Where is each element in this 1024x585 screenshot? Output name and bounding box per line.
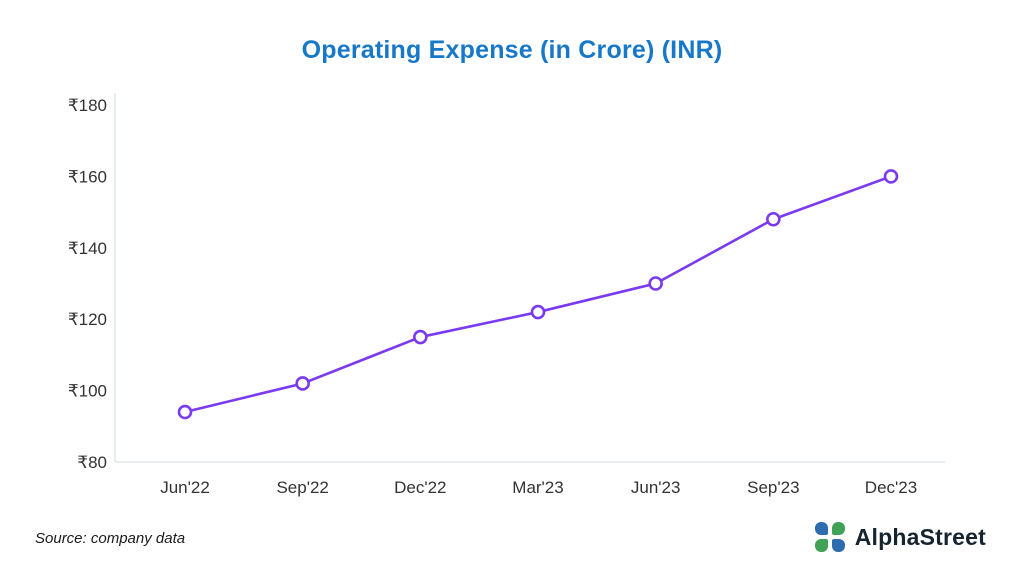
y-tick-label: ₹160 [68, 167, 107, 186]
source-note: Source: company data [35, 530, 186, 547]
chart-title: Operating Expense (in Crore) (INR) [301, 36, 723, 64]
x-tick-label: Jun'22 [160, 478, 210, 497]
chart-canvas: ₹80 ₹100 ₹120 ₹140 ₹160 ₹180 Jun'22 Sep'22 Dec'2… [68, 93, 945, 497]
line-chart: ₹80 ₹100 ₹120 ₹140 ₹160 ₹180 Jun'22 Sep'22 Dec'2… [0, 85, 1024, 510]
logo-quadrant-top-left [814, 522, 828, 535]
y-tick-label: ₹80 [77, 453, 107, 472]
brand-name: AlphaStreet [854, 523, 986, 550]
chart-point [530, 304, 546, 320]
y-tick-label: ₹180 [68, 96, 107, 115]
brand-logo: AlphaStreet [814, 522, 986, 552]
chart-point [177, 404, 193, 420]
x-tick-label: Dec'22 [394, 478, 446, 497]
alphastreet-logo-icon [814, 522, 845, 552]
x-tick-label: Jun'23 [631, 478, 681, 497]
x-tick-label: Dec'23 [865, 478, 917, 497]
chart-point [766, 211, 781, 227]
chart-line [183, 175, 893, 414]
y-tick-label: ₹140 [68, 239, 107, 258]
chart-point [295, 376, 310, 391]
x-tick-label: Sep'23 [747, 478, 799, 497]
chart-point [883, 169, 899, 184]
logo-quadrant-bottom-left [814, 539, 828, 552]
y-tick-label: ₹100 [68, 382, 107, 401]
y-tick-label: ₹120 [68, 310, 107, 329]
chart-point [648, 276, 663, 291]
chart-point [413, 329, 428, 345]
x-tick-label: Sep'22 [276, 478, 328, 497]
logo-quadrant-top-right [831, 522, 845, 535]
x-tick-label: Mar'23 [512, 478, 563, 497]
logo-quadrant-bottom-right [831, 539, 845, 552]
